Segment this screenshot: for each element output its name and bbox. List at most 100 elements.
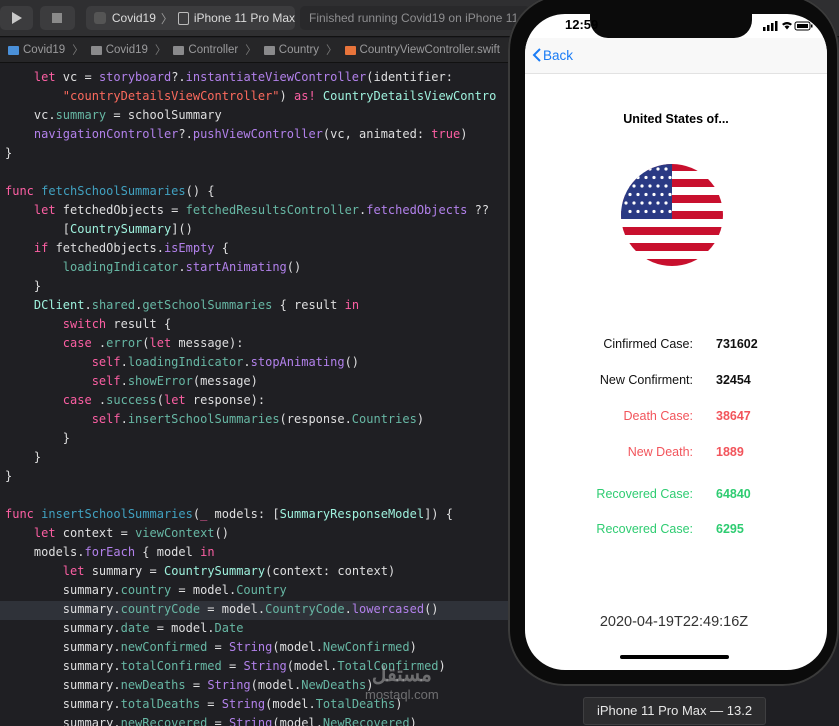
code-token: ( <box>156 393 164 407</box>
code-token: fetchSchoolSummaries <box>41 184 186 198</box>
code-token: String <box>228 716 273 726</box>
flag-part <box>636 175 640 180</box>
code-token: vc = <box>55 70 99 84</box>
run-icon <box>12 12 22 24</box>
code-token: = model. <box>200 602 266 616</box>
code-token: ?. <box>178 127 193 141</box>
code-token: newConfirmed <box>120 640 208 654</box>
code-token: ) <box>395 697 403 711</box>
flag-part <box>652 209 656 214</box>
code-token: CountrySummary <box>70 222 172 236</box>
code-token <box>5 89 63 103</box>
code-token: self <box>5 355 121 369</box>
code-line: let context = viewContext() <box>5 524 229 543</box>
code-token: (vc, animated: <box>322 127 432 141</box>
flag-part <box>648 201 652 205</box>
folder-icon <box>8 45 19 55</box>
code-token: . <box>344 602 352 616</box>
simulator-screen: 12:59 Back United States of... Cinfirmed… <box>525 14 827 670</box>
code-token: summary. <box>5 659 121 673</box>
code-token: Date <box>214 621 244 635</box>
flag-part <box>628 192 632 197</box>
stat-row: Recovered Case: 64840 <box>525 487 827 507</box>
code-token <box>5 298 34 312</box>
flag-part <box>652 175 656 180</box>
code-token: startAnimating <box>185 260 287 274</box>
stat-value: 6295 <box>716 522 744 536</box>
code-line: "countryDetailsViewController") as! Coun… <box>5 87 497 106</box>
code-line: summary.totalConfirmed = String(model.To… <box>5 657 446 676</box>
code-token: let <box>5 526 56 540</box>
stat-label: New Death: <box>627 445 693 459</box>
flag-part <box>640 201 644 205</box>
flag-part <box>632 167 636 171</box>
breadcrumb-item[interactable]: Country <box>260 44 319 56</box>
breadcrumb-label: Covid19 <box>105 44 148 56</box>
stat-value: 32454 <box>716 373 751 387</box>
simulator-device: 12:59 Back United States of... Cinfirmed… <box>508 0 839 686</box>
flag-part <box>664 184 668 188</box>
flag-part <box>656 167 660 171</box>
code-token: ) <box>279 89 294 103</box>
run-button[interactable] <box>0 6 33 30</box>
flag-part <box>640 167 644 171</box>
flag-part <box>624 167 628 171</box>
flag-part <box>621 243 723 251</box>
code-token: true <box>431 127 461 141</box>
code-token: . <box>178 260 186 274</box>
code-token: = <box>207 640 229 654</box>
flag-part <box>668 175 672 180</box>
flag-part <box>628 175 632 180</box>
code-token: (model. <box>265 697 316 711</box>
stop-button[interactable] <box>40 6 75 30</box>
breadcrumb-item[interactable]: CountryViewController.swift <box>341 44 500 56</box>
stat-value: 64840 <box>716 487 751 501</box>
code-token: = <box>207 716 229 726</box>
code-token: ]) { <box>424 507 453 521</box>
code-token: CountrySummary <box>163 564 266 578</box>
code-token: ]() <box>171 222 193 236</box>
code-token: shared <box>91 298 136 312</box>
stat-label: Death Case: <box>623 409 693 423</box>
code-token: ?? <box>467 203 490 217</box>
breadcrumb-item[interactable]: Controller <box>169 44 238 56</box>
separator: 〉 <box>160 11 173 26</box>
scheme-selector[interactable]: Covid19 〉 iPhone 11 Pro Max <box>86 6 295 30</box>
device-icon <box>177 11 189 25</box>
flag-part <box>656 201 660 205</box>
code-line: self.showError(message) <box>5 372 258 391</box>
flag-part <box>668 192 672 197</box>
code-line: } <box>5 467 12 486</box>
code-token: country <box>120 583 172 597</box>
flag-part <box>636 209 640 214</box>
breadcrumb-item[interactable]: Covid19 <box>4 44 65 56</box>
stat-row: Cinfirmed Case: 731602 <box>525 337 827 357</box>
code-token: (model. <box>272 640 323 654</box>
code-token: navigationController <box>33 127 179 141</box>
code-line: case .success(let response): <box>5 391 265 410</box>
code-token: NewDeaths <box>301 678 367 692</box>
code-token: ) <box>460 127 468 141</box>
code-line: func insertSchoolSummaries(_ models: [Su… <box>5 505 453 524</box>
code-token: loadingIndicator <box>127 355 244 369</box>
code-token: in <box>344 298 360 312</box>
stat-value: 1889 <box>716 445 744 459</box>
folder-icon <box>90 45 102 55</box>
code-token: totalDeaths <box>120 697 201 711</box>
code-token: = model. <box>149 621 215 635</box>
breadcrumb-item[interactable]: Covid19 <box>87 44 148 56</box>
flag-part <box>656 184 660 188</box>
back-button[interactable]: Back <box>531 47 573 63</box>
code-token: = schoolSummary <box>106 108 222 122</box>
code-token: . <box>135 298 143 312</box>
code-token: TotalDeaths <box>315 697 396 711</box>
code-token: let <box>5 203 56 217</box>
code-token: String <box>221 697 266 711</box>
stat-label: Cinfirmed Case: <box>603 337 693 351</box>
code-token: (response. <box>279 412 352 426</box>
breadcrumb-label: Covid19 <box>23 44 66 56</box>
code-token: fetchedObjects <box>366 203 468 217</box>
code-token: newDeaths <box>120 678 186 692</box>
code-token: let <box>149 336 172 350</box>
